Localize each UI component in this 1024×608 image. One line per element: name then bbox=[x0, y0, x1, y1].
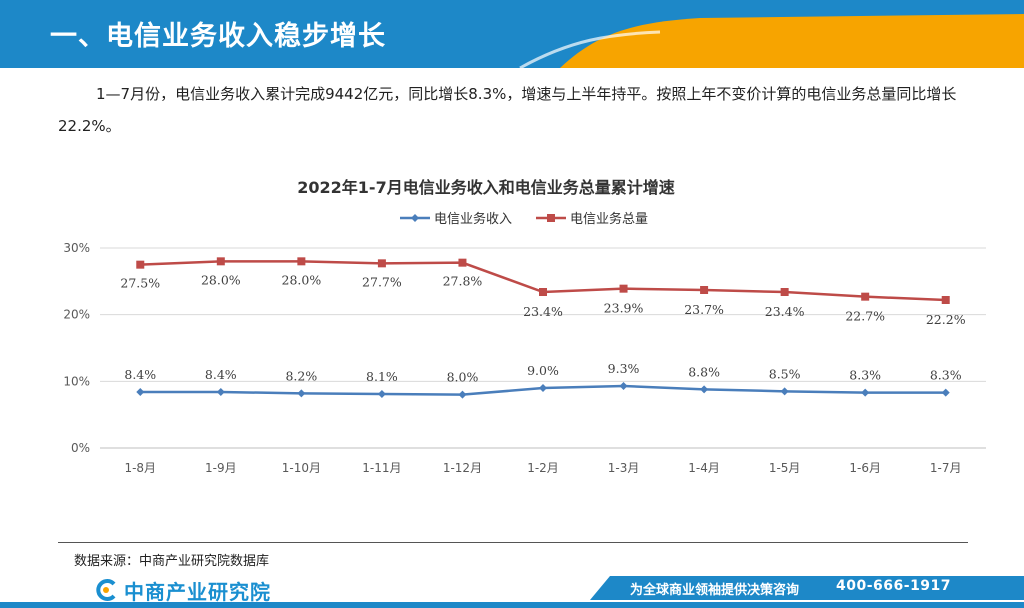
data-label: 8.0% bbox=[447, 370, 479, 385]
x-tick-label: 1-10月 bbox=[282, 461, 321, 475]
data-label: 8.2% bbox=[285, 368, 317, 383]
x-tick-label: 1-12月 bbox=[443, 461, 482, 475]
y-tick-label: 20% bbox=[63, 308, 90, 322]
data-point bbox=[619, 382, 628, 390]
data-source-note: 数据来源：中商产业研究院数据库 bbox=[74, 554, 270, 569]
data-label: 8.4% bbox=[205, 367, 237, 382]
x-tick-label: 1-5月 bbox=[769, 461, 801, 475]
data-label: 27.7% bbox=[362, 274, 402, 289]
data-label: 22.7% bbox=[845, 309, 885, 324]
footer-bar-background bbox=[590, 576, 1024, 600]
data-point bbox=[297, 257, 306, 266]
x-tick-label: 1-3月 bbox=[608, 461, 640, 475]
x-tick-label: 1-7月 bbox=[930, 461, 962, 475]
header-banner: 一、电信业务收入稳步增长 bbox=[0, 0, 1024, 68]
data-point bbox=[780, 288, 789, 296]
data-label: 8.5% bbox=[769, 366, 801, 381]
data-point bbox=[700, 286, 709, 294]
data-label: 8.8% bbox=[688, 364, 720, 379]
data-point bbox=[136, 260, 145, 269]
data-label: 23.4% bbox=[523, 304, 563, 319]
data-point bbox=[861, 388, 870, 397]
summary-paragraph: 1—7月份，电信业务收入累计完成9442亿元，同比增长8.3%，增速与上半年持平… bbox=[58, 85, 957, 135]
company-logo-icon bbox=[96, 579, 116, 601]
chart-y-axis: 0% 10% 20% 30% bbox=[63, 241, 90, 455]
data-point bbox=[861, 292, 870, 301]
data-label: 28.0% bbox=[282, 272, 322, 287]
footer-bar: 为全球商业领袖提供决策咨询 400-666-1917 bbox=[590, 576, 1024, 600]
y-tick-label: 10% bbox=[63, 374, 90, 388]
footer-phone: 400-666-1917 bbox=[836, 578, 952, 594]
data-label: 23.7% bbox=[684, 302, 724, 317]
bottom-strip bbox=[0, 602, 1024, 608]
chart-x-axis: 1-8月 1-9月 1-10月 1-11月 1-12月 1-2月 1-3月 1-4月 1-5月 1… bbox=[124, 461, 961, 475]
x-tick-label: 1-9月 bbox=[205, 461, 237, 475]
y-tick-label: 30% bbox=[63, 241, 90, 255]
header-orange-swoosh bbox=[560, 14, 1024, 68]
legend-label: 电信业务收入 bbox=[434, 211, 512, 227]
chart-title: 2022年1-7月电信业务收入和电信业务总量累计增速 bbox=[297, 178, 674, 197]
legend-marker bbox=[547, 214, 555, 222]
series-1: 27.5% 28.0% 28.0% 27.7% 27.8% 23.4% 23.9% 23.7%… bbox=[120, 257, 966, 327]
data-label: 8.4% bbox=[124, 367, 156, 382]
data-label: 23.4% bbox=[765, 304, 805, 319]
data-point bbox=[297, 389, 306, 398]
header-divider-curve bbox=[519, 30, 661, 68]
page-title: 一、电信业务收入稳步增长 bbox=[50, 21, 386, 52]
data-label: 27.8% bbox=[443, 274, 483, 289]
data-point bbox=[941, 296, 950, 304]
chart-gridlines bbox=[100, 247, 986, 449]
data-label: 27.5% bbox=[120, 276, 160, 291]
x-tick-label: 1-6月 bbox=[849, 461, 881, 475]
data-point bbox=[941, 388, 950, 397]
data-label: 8.3% bbox=[849, 368, 881, 383]
data-point bbox=[458, 390, 467, 399]
source-divider bbox=[58, 542, 968, 543]
header-background bbox=[0, 0, 1024, 68]
x-tick-label: 1-8月 bbox=[124, 461, 156, 475]
series-0: 8.4% 8.4% 8.2% 8.1% 8.0% 9.0% 9.3% 8.8% 8.5% 8.3%… bbox=[124, 361, 962, 399]
growth-line-chart: 2022年1-7月电信业务收入和电信业务总量累计增速 电信业务收入 电信业务总量 … bbox=[63, 178, 986, 475]
data-label: 22.2% bbox=[926, 312, 966, 327]
data-label: 9.0% bbox=[527, 363, 559, 378]
data-point bbox=[216, 257, 225, 266]
data-point bbox=[539, 288, 547, 296]
legend-marker bbox=[411, 214, 419, 222]
data-point bbox=[619, 284, 628, 293]
data-point bbox=[458, 258, 467, 267]
data-label: 9.3% bbox=[608, 361, 640, 376]
legend-label: 电信业务总量 bbox=[570, 211, 648, 227]
company-logo-text: 中商产业研究院 bbox=[124, 580, 271, 604]
data-point bbox=[700, 385, 709, 394]
data-label: 28.0% bbox=[201, 272, 241, 287]
data-label: 8.3% bbox=[930, 368, 962, 383]
data-point bbox=[216, 388, 225, 396]
data-point bbox=[377, 259, 386, 268]
x-tick-label: 1-11月 bbox=[362, 461, 401, 475]
data-point bbox=[377, 390, 386, 398]
x-tick-label: 1-4月 bbox=[688, 461, 720, 475]
x-tick-label: 1-2月 bbox=[527, 461, 559, 475]
footer-slogan: 为全球商业领袖提供决策咨询 bbox=[630, 583, 800, 598]
data-point bbox=[136, 388, 145, 396]
data-point bbox=[780, 387, 789, 396]
data-label: 23.9% bbox=[604, 301, 644, 316]
chart-series: 8.4% 8.4% 8.2% 8.1% 8.0% 9.0% 9.3% 8.8% 8.5% 8.3%… bbox=[120, 257, 966, 399]
chart-legend: 电信业务收入 电信业务总量 bbox=[400, 211, 648, 227]
data-point bbox=[539, 384, 547, 392]
data-label: 8.1% bbox=[366, 369, 398, 384]
y-tick-label: 0% bbox=[71, 441, 90, 455]
